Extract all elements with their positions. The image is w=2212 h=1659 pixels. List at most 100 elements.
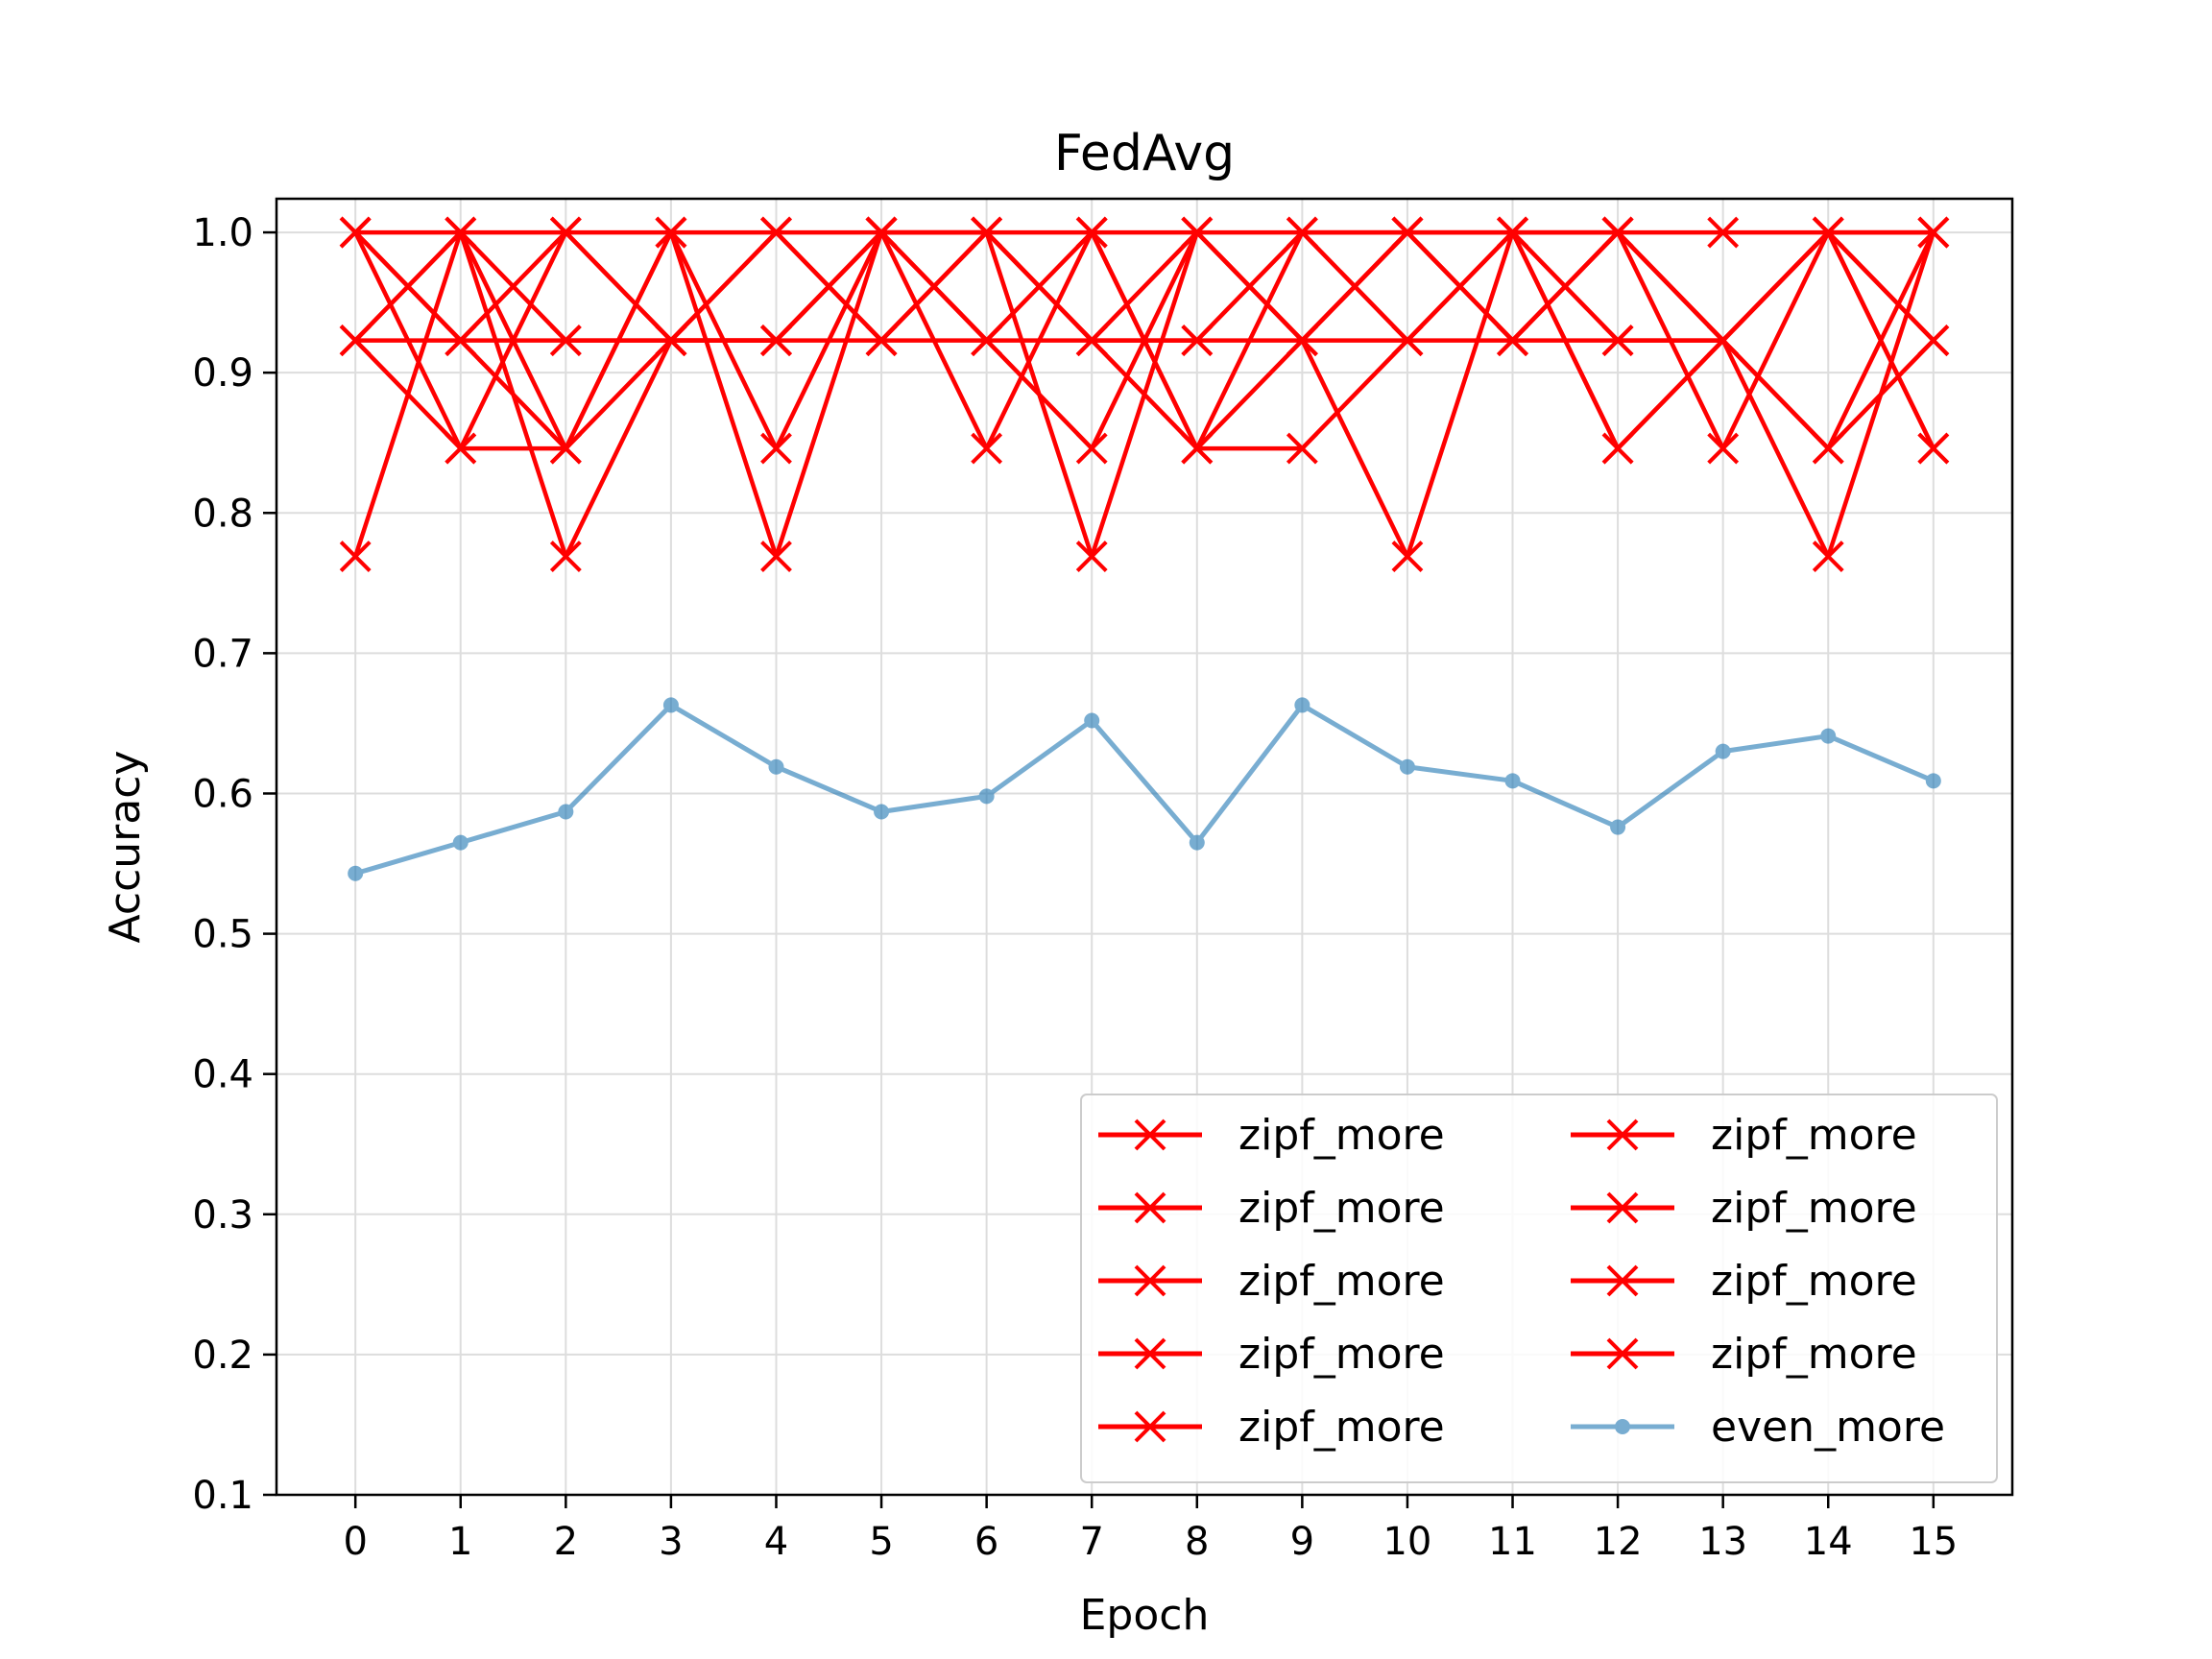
data-point — [549, 325, 582, 356]
data-point — [1075, 432, 1108, 465]
legend-item — [1571, 1264, 1674, 1297]
legend-marker — [1134, 1191, 1166, 1224]
data-point — [1181, 216, 1214, 249]
x-tick-label: 9 — [1290, 1520, 1314, 1564]
series-line — [354, 702, 1935, 877]
legend-item — [1098, 1264, 1202, 1297]
data-point — [662, 697, 679, 713]
x-tick-label: 8 — [1185, 1520, 1209, 1564]
legend-item — [1098, 1191, 1202, 1224]
legend-marker — [1606, 1264, 1639, 1297]
legend-item — [1098, 1410, 1202, 1443]
x-tick-label: 12 — [1594, 1520, 1643, 1564]
y-tick-label: 0.9 — [192, 351, 253, 396]
series-line — [353, 229, 1936, 559]
y-tick-label: 1.0 — [192, 211, 253, 255]
legend-item — [1571, 1337, 1674, 1370]
data-point — [971, 432, 1003, 465]
data-point — [1181, 432, 1214, 465]
data-point — [1497, 325, 1528, 356]
data-point — [452, 834, 469, 851]
x-tick-label: 4 — [764, 1520, 788, 1564]
data-point — [549, 216, 582, 249]
data-point — [339, 325, 372, 356]
data-point — [549, 541, 582, 572]
series-9 — [348, 697, 1941, 881]
x-tick-label: 15 — [1909, 1520, 1958, 1564]
data-point — [1075, 325, 1108, 356]
legend-marker — [1606, 1118, 1639, 1151]
y-tick-label: 0.5 — [192, 913, 253, 957]
data-point — [1917, 216, 1950, 249]
x-tick-label: 11 — [1488, 1520, 1537, 1564]
x-tick-label: 6 — [974, 1520, 998, 1564]
data-point — [1812, 432, 1844, 465]
data-point — [339, 216, 372, 249]
legend-marker — [1615, 1419, 1630, 1434]
legend-label: zipf_more — [1711, 1184, 1917, 1233]
data-point — [865, 325, 898, 356]
data-point — [1189, 834, 1205, 851]
x-tick-label: 7 — [1079, 1520, 1103, 1564]
x-tick-label: 14 — [1804, 1520, 1853, 1564]
series-8 — [339, 216, 1950, 465]
data-point — [1399, 758, 1415, 775]
data-point — [1820, 728, 1837, 744]
data-point — [760, 325, 792, 356]
data-point — [1286, 432, 1318, 465]
x-tick-label: 0 — [343, 1520, 367, 1564]
series-layer — [339, 216, 1950, 881]
legend-marker — [1606, 1337, 1639, 1370]
legend-item — [1098, 1118, 1202, 1151]
y-tick-label: 0.2 — [192, 1334, 253, 1378]
legend-marker — [1134, 1264, 1166, 1297]
legend-label: even_more — [1711, 1403, 1945, 1452]
data-point — [978, 788, 995, 805]
data-point — [760, 216, 792, 249]
y-tick-label: 0.7 — [192, 632, 253, 676]
y-tick-label: 0.3 — [192, 1193, 253, 1238]
data-point — [1181, 325, 1214, 356]
y-tick-label: 0.4 — [192, 1053, 253, 1097]
legend-item — [1571, 1419, 1674, 1434]
y-tick-label: 0.1 — [192, 1474, 253, 1518]
data-point — [655, 325, 687, 356]
legend: zipf_morezipf_morezipf_morezipf_morezipf… — [1080, 1094, 1998, 1483]
x-axis: 0 1 2 3 4 5 6 7 8 9 10 11 12 13 14 15 — [343, 1495, 1958, 1564]
data-point — [1504, 773, 1521, 789]
data-point — [1601, 432, 1634, 465]
data-point — [760, 541, 792, 572]
data-point — [1707, 432, 1740, 465]
data-point — [655, 216, 687, 249]
y-tick-label: 0.6 — [192, 772, 253, 816]
x-tick-label: 3 — [659, 1520, 683, 1564]
legend-item — [1571, 1118, 1674, 1151]
legend-label: zipf_more — [1711, 1257, 1917, 1306]
legend-marker — [1134, 1118, 1166, 1151]
y-axis-label: Accuracy — [101, 751, 150, 944]
data-point — [1925, 773, 1941, 789]
data-point — [971, 325, 1003, 356]
data-point — [971, 216, 1003, 249]
y-tick-label: 0.8 — [192, 492, 253, 536]
data-point — [1610, 819, 1626, 835]
legend-box — [1080, 1094, 1998, 1483]
x-tick-label: 1 — [448, 1520, 472, 1564]
x-axis-label: Epoch — [1080, 1591, 1210, 1640]
data-point — [1075, 216, 1108, 249]
legend-item — [1098, 1337, 1202, 1370]
legend-label: zipf_more — [1238, 1184, 1445, 1233]
legend-label: zipf_more — [1238, 1257, 1445, 1306]
data-point — [1286, 216, 1318, 249]
x-tick-label: 10 — [1382, 1520, 1431, 1564]
data-point — [1084, 712, 1100, 729]
data-point — [1707, 216, 1740, 249]
data-point — [1601, 325, 1634, 356]
y-axis: 0.1 0.2 0.3 0.4 0.5 0.6 0.7 0.8 0.9 1.0 — [192, 211, 276, 1518]
data-point — [1391, 541, 1424, 572]
data-point — [1917, 432, 1950, 465]
legend-item — [1571, 1191, 1674, 1224]
plot-frame — [275, 197, 2014, 1497]
data-point — [348, 865, 364, 881]
